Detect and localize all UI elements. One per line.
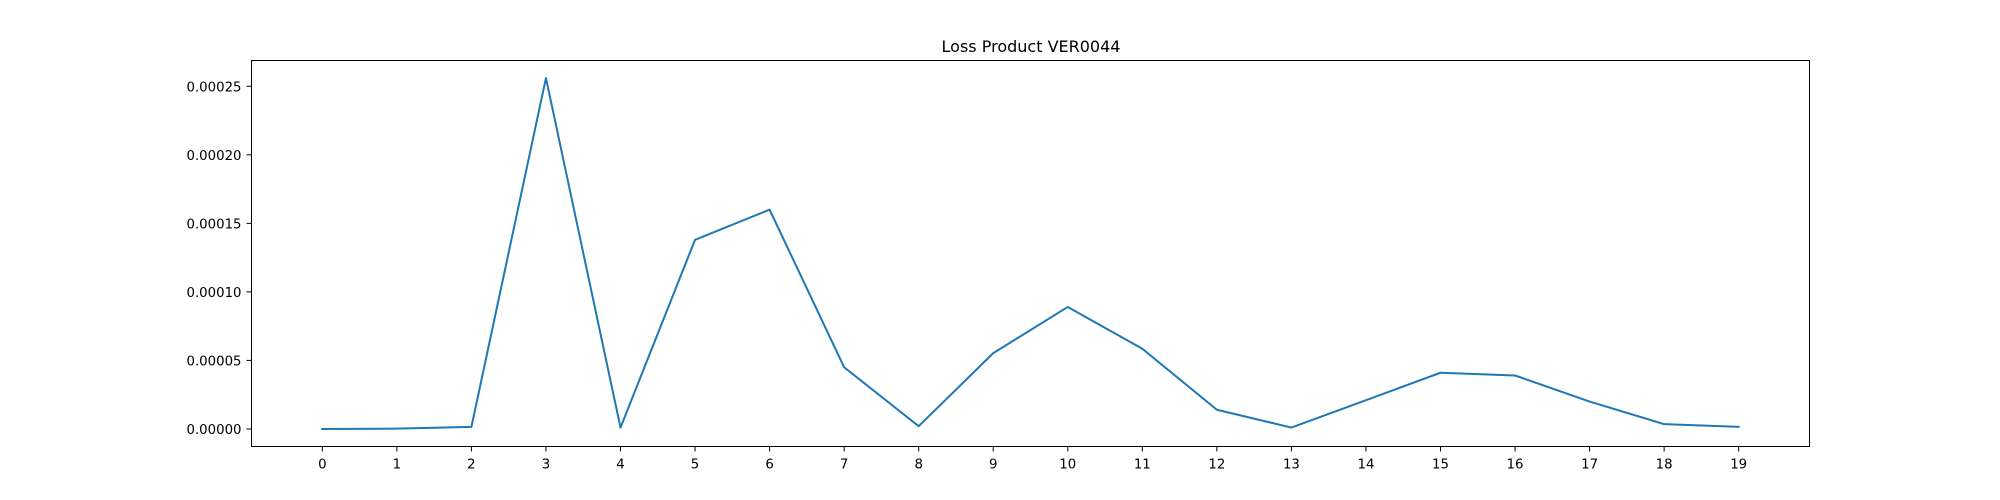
y-tick-label-0: 0.00000 [187,423,242,438]
x-tick-label-4: 4 [616,458,624,473]
x-tick-label-6: 6 [765,458,773,473]
x-tick-label-10: 10 [1059,458,1076,473]
x-tick-label-18: 18 [1656,458,1673,473]
plot-frame [251,60,1810,447]
x-tick-label-7: 7 [840,458,848,473]
y-tick-label-4: 0.00020 [187,149,242,164]
x-tick-label-17: 17 [1581,458,1598,473]
y-axis: 0.00000 0.00005 0.00010 0.00015 0.00020 0.000… [187,80,252,438]
x-tick-label-9: 9 [989,458,997,473]
x-tick-label-3: 3 [542,458,550,473]
x-axis: 0 1 2 3 4 5 6 7 8 9 10 11 12 13 14 15 16 17 18 19 [318,446,1747,473]
x-tick-label-14: 14 [1357,458,1374,473]
x-tick-label-1: 1 [393,458,401,473]
x-tick-label-5: 5 [691,458,699,473]
x-tick-label-0: 0 [318,458,326,473]
x-tick-label-19: 19 [1730,458,1747,473]
y-tick-label-3: 0.00015 [187,217,242,232]
series-layer [321,77,1740,430]
y-tick-label-5: 0.00025 [187,80,242,95]
x-tick-label-8: 8 [914,458,922,473]
x-tick-label-11: 11 [1134,458,1151,473]
y-tick-label-1: 0.00005 [187,354,242,369]
x-tick-label-16: 16 [1507,458,1524,473]
x-tick-label-13: 13 [1283,458,1300,473]
x-tick-label-15: 15 [1432,458,1449,473]
y-tick-label-2: 0.00010 [187,286,242,301]
x-tick-label-2: 2 [467,458,475,473]
chart-title: Loss Product VER0044 [942,37,1121,56]
x-tick-label-12: 12 [1208,458,1225,473]
series-line-0 [321,77,1740,430]
